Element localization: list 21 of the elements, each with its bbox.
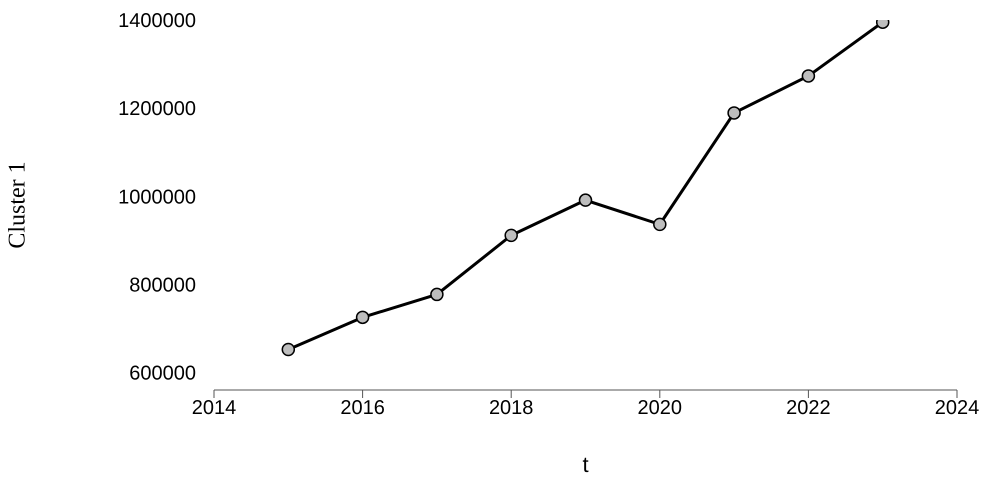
x-tick-label: 2020 — [638, 397, 682, 420]
x-tick-label: 2018 — [488, 397, 534, 420]
x-tick-label: 2022 — [786, 397, 831, 420]
point — [653, 218, 667, 232]
point — [282, 342, 296, 356]
point — [430, 288, 444, 302]
x-tick-label: 2024 — [934, 397, 980, 420]
point — [802, 69, 816, 83]
y-tick-label: 1200000 — [118, 98, 196, 120]
x-tick-label: 2016 — [340, 397, 385, 420]
x-tick-label: 2014 — [192, 397, 236, 420]
point — [356, 310, 370, 324]
y-tick-label: 600000 — [129, 362, 196, 384]
y-tick-label: 1400000 — [118, 10, 196, 32]
y-axis-title: Cluster 1 — [4, 161, 31, 249]
point — [578, 193, 592, 207]
point — [727, 106, 741, 120]
point — [504, 228, 518, 242]
y-tick-label: 800000 — [129, 274, 196, 296]
y-tick-label: 1000000 — [118, 186, 196, 208]
x-axis-title: t — [582, 452, 589, 477]
